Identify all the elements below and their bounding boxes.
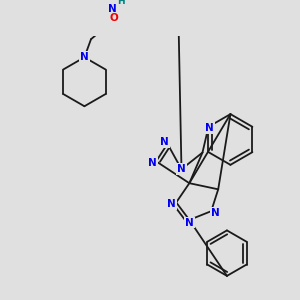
Text: O: O — [110, 13, 118, 22]
Text: N: N — [185, 218, 194, 227]
Text: N: N — [205, 123, 214, 133]
Text: N: N — [177, 164, 186, 174]
Text: N: N — [80, 52, 89, 62]
Text: N: N — [211, 208, 220, 218]
Text: H: H — [117, 0, 125, 6]
Text: N: N — [108, 4, 117, 14]
Text: N: N — [148, 158, 157, 168]
Text: N: N — [160, 137, 169, 147]
Text: N: N — [167, 199, 176, 209]
